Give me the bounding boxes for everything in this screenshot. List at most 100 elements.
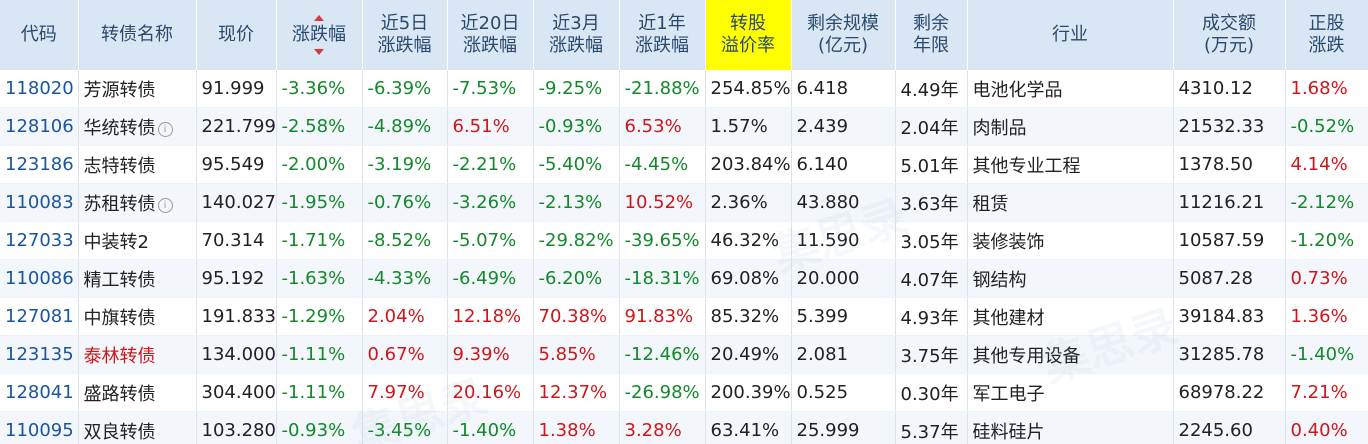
info-icon[interactable]: i <box>157 121 173 137</box>
change-5d-cell: 7.97% <box>362 373 448 412</box>
col-header-term[interactable]: 剩余 年限 <box>895 0 968 70</box>
bond-name-link-text[interactable]: 双良转债 <box>83 421 156 443</box>
col-header-premium[interactable]: 转股 溢价率 <box>705 0 792 70</box>
bond-code-link[interactable]: 128041 <box>0 373 79 412</box>
bond-name-link-text[interactable]: 芳源转债 <box>83 79 156 101</box>
table-row[interactable]: 110083 苏租转债 i 140.027 -1.95% -0.76% -3.26% -2.1… <box>0 183 1368 222</box>
premium-cell: 63.41% <box>705 411 792 444</box>
bond-code-link[interactable]: 123186 <box>0 145 79 184</box>
table-row[interactable]: 110086 精工转债 95.192 -1.63% -4.33% -6.49% -6.20%… <box>0 259 1368 298</box>
col-header-change-20d[interactable]: 近20日 涨跌幅 <box>447 0 534 70</box>
term-cell-text: 3.05年 <box>900 231 959 253</box>
change-1y-cell-text: 6.53% <box>624 116 682 137</box>
bond-name-link-text[interactable]: 中旗转债 <box>83 307 156 329</box>
change-3m-cell: -9.25% <box>533 70 620 108</box>
price-cell: 70.314 <box>196 221 277 260</box>
col-header-volume[interactable]: 成交额 (万元) <box>1173 0 1286 70</box>
col-header-price[interactable]: 现价 <box>196 0 277 70</box>
change-cell-text: -2.00% <box>281 154 346 175</box>
col-header-name[interactable]: 转债名称 <box>78 0 197 70</box>
table-row[interactable]: 110095 双良转债 103.280 -0.93% -3.45% -1.40% 1.38%… <box>0 411 1368 444</box>
col-header-label: 行业 <box>1052 24 1088 45</box>
bond-name-link-text[interactable]: 中装转2 <box>83 231 149 253</box>
bond-code-link-text[interactable]: 127033 <box>5 230 74 251</box>
price-cell: 221.799 <box>196 107 277 146</box>
bond-code-link[interactable]: 123135 <box>0 335 79 374</box>
change-1y-cell: -18.31% <box>619 259 706 298</box>
scale-cell-text: 43.880 <box>796 192 860 213</box>
change-3m-cell: -2.13% <box>533 183 620 222</box>
change-3m-cell: -6.20% <box>533 259 620 298</box>
bond-code-link[interactable]: 110095 <box>0 411 79 444</box>
change-1y-cell: -26.98% <box>619 373 706 412</box>
table-row[interactable]: 128106 华统转债 i 221.799 -2.58% -4.89% 6.51% -0.93… <box>0 107 1368 146</box>
bond-code-link-text[interactable]: 123135 <box>5 344 74 365</box>
bond-code-link[interactable]: 127081 <box>0 297 79 336</box>
bond-name-link-text[interactable]: 志特转债 <box>83 155 156 177</box>
term-cell-text: 3.75年 <box>900 345 959 367</box>
bond-code-link-text[interactable]: 128041 <box>5 382 74 403</box>
col-header-scale[interactable]: 剩余规模 (亿元) <box>791 0 896 70</box>
bond-code-link-text[interactable]: 110095 <box>5 420 74 441</box>
table-row[interactable]: 127081 中旗转债 191.833 -1.29% 2.04% 12.18% 70.38%… <box>0 297 1368 336</box>
bond-name-link[interactable]: 精工转债 <box>78 259 197 298</box>
col-header-change-5d[interactable]: 近5日 涨跌幅 <box>362 0 448 70</box>
change-5d-cell: -0.76% <box>362 183 448 222</box>
bond-code-link-text[interactable]: 118020 <box>5 78 74 99</box>
scale-cell-text: 0.525 <box>796 382 849 403</box>
bond-name-link[interactable]: 芳源转债 <box>78 70 197 108</box>
bond-name-link[interactable]: 中旗转债 <box>78 297 197 336</box>
col-header-change-3m[interactable]: 近3月 涨跌幅 <box>533 0 620 70</box>
price-cell: 95.549 <box>196 145 277 184</box>
bond-name-link[interactable]: 华统转债 i <box>78 107 197 146</box>
bond-code-link-text[interactable]: 110083 <box>5 192 74 213</box>
change-cell-text: -3.36% <box>281 78 346 99</box>
term-cell: 4.49年 <box>895 70 968 108</box>
change-cell-text: -1.71% <box>281 230 346 251</box>
bond-name-link-text[interactable]: 苏租转债 <box>83 193 156 215</box>
industry-cell-text: 其他专用设备 <box>972 345 1081 367</box>
col-header-industry[interactable]: 行业 <box>967 0 1174 70</box>
bond-code-link[interactable]: 128106 <box>0 107 79 146</box>
term-cell: 3.75年 <box>895 335 968 374</box>
col-header-change[interactable]: 涨跌幅 <box>276 0 363 70</box>
change-20d-cell-text: -7.53% <box>452 78 517 99</box>
table-row[interactable]: 123186 志特转债 95.549 -2.00% -3.19% -2.21% -5.40%… <box>0 145 1368 184</box>
scale-cell: 6.418 <box>791 70 896 108</box>
bond-name-link[interactable]: 中装转2 <box>78 221 197 260</box>
bond-code-link-text[interactable]: 123186 <box>5 154 74 175</box>
bond-name-link[interactable]: 志特转债 <box>78 145 197 184</box>
volume-cell: 4310.12 <box>1173 70 1286 108</box>
bond-code-link[interactable]: 110086 <box>0 259 79 298</box>
change-cell-text: -1.29% <box>281 306 346 327</box>
bond-name-link-text[interactable]: 泰林转债 <box>83 345 156 367</box>
bond-name-link[interactable]: 双良转债 <box>78 411 197 444</box>
bond-name-link-text[interactable]: 华统转债 <box>83 117 156 139</box>
col-header-stock-change[interactable]: 正股 涨跌 <box>1285 0 1368 70</box>
bond-code-link-text[interactable]: 110086 <box>5 268 74 289</box>
bond-code-link[interactable]: 118020 <box>0 70 79 108</box>
scale-cell-text: 2.081 <box>796 344 849 365</box>
bond-name-link[interactable]: 盛路转债 <box>78 373 197 412</box>
term-cell-text: 4.07年 <box>900 269 959 291</box>
bond-name-link-text[interactable]: 盛路转债 <box>83 383 156 405</box>
table-row[interactable]: 118020 芳源转债 91.999 -3.36% -6.39% -7.53% -9.25%… <box>0 70 1368 108</box>
table-row[interactable]: 127033 中装转2 70.314 -1.71% -8.52% -5.07% -29.82… <box>0 221 1368 260</box>
bond-code-link-text[interactable]: 128106 <box>5 116 74 137</box>
bond-code-link-text[interactable]: 127081 <box>5 306 74 327</box>
col-header-label: 现价 <box>218 24 254 45</box>
table-row[interactable]: 123135 泰林转债 134.000 -1.11% 0.67% 9.39% 5.85% -1… <box>0 335 1368 374</box>
change-20d-cell: -6.49% <box>447 259 534 298</box>
bond-name-link[interactable]: 苏租转债 i <box>78 183 197 222</box>
bond-name-link-text[interactable]: 精工转债 <box>83 269 156 291</box>
bond-code-link[interactable]: 110083 <box>0 183 79 222</box>
table-row[interactable]: 128041 盛路转债 304.400 -1.11% 7.97% 20.16% 12.37%… <box>0 373 1368 412</box>
info-icon[interactable]: i <box>157 197 173 213</box>
col-header-code[interactable]: 代码 <box>0 0 79 70</box>
bond-code-link[interactable]: 127033 <box>0 221 79 260</box>
term-cell: 0.30年 <box>895 373 968 412</box>
scale-cell: 0.525 <box>791 373 896 412</box>
bond-name-link[interactable]: 泰林转债 <box>78 335 197 374</box>
change-5d-cell-text: -3.45% <box>367 420 432 441</box>
col-header-change-1y[interactable]: 近1年 涨跌幅 <box>619 0 706 70</box>
